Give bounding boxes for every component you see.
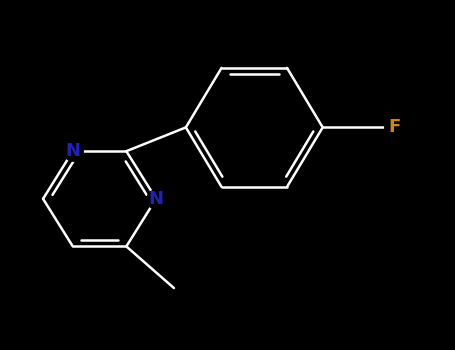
Text: F: F xyxy=(388,118,400,136)
Text: N: N xyxy=(149,190,164,208)
Text: N: N xyxy=(65,142,80,160)
